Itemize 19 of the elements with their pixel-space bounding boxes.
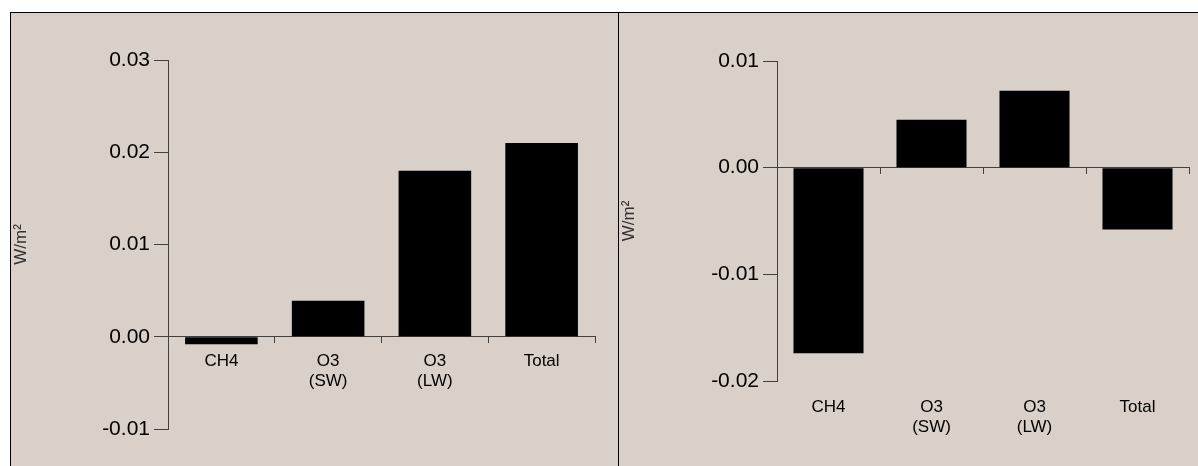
y-tick-label: 0.02 — [109, 139, 150, 163]
x-tick-label: O3 (SW) — [308, 350, 348, 391]
y-tick-label: -0.01 — [711, 261, 759, 285]
x-tick-label: CH4 — [811, 396, 846, 416]
y-axis-title: W/m² — [618, 200, 638, 242]
x-tick-label: O3 (LW) — [1016, 396, 1053, 437]
y-tick-label: 0.03 — [109, 46, 150, 70]
x-tick-label: O3 (SW) — [912, 396, 951, 437]
x-tick-label: Total — [523, 350, 560, 370]
x-tick-label: Total — [1119, 396, 1156, 416]
y-tick-label: -0.02 — [711, 367, 759, 391]
y-tick-label: -0.01 — [102, 415, 150, 439]
y-tick-label: 0.00 — [718, 154, 759, 178]
x-tick-label: CH4 — [204, 350, 239, 370]
y-tick-label: 0.00 — [109, 323, 150, 347]
x-tick-label: O3 (LW) — [417, 350, 453, 391]
y-axis-title: W/m² — [10, 223, 30, 265]
y-tick-label: 0.01 — [109, 231, 150, 255]
y-tick-label: 0.01 — [718, 47, 759, 71]
